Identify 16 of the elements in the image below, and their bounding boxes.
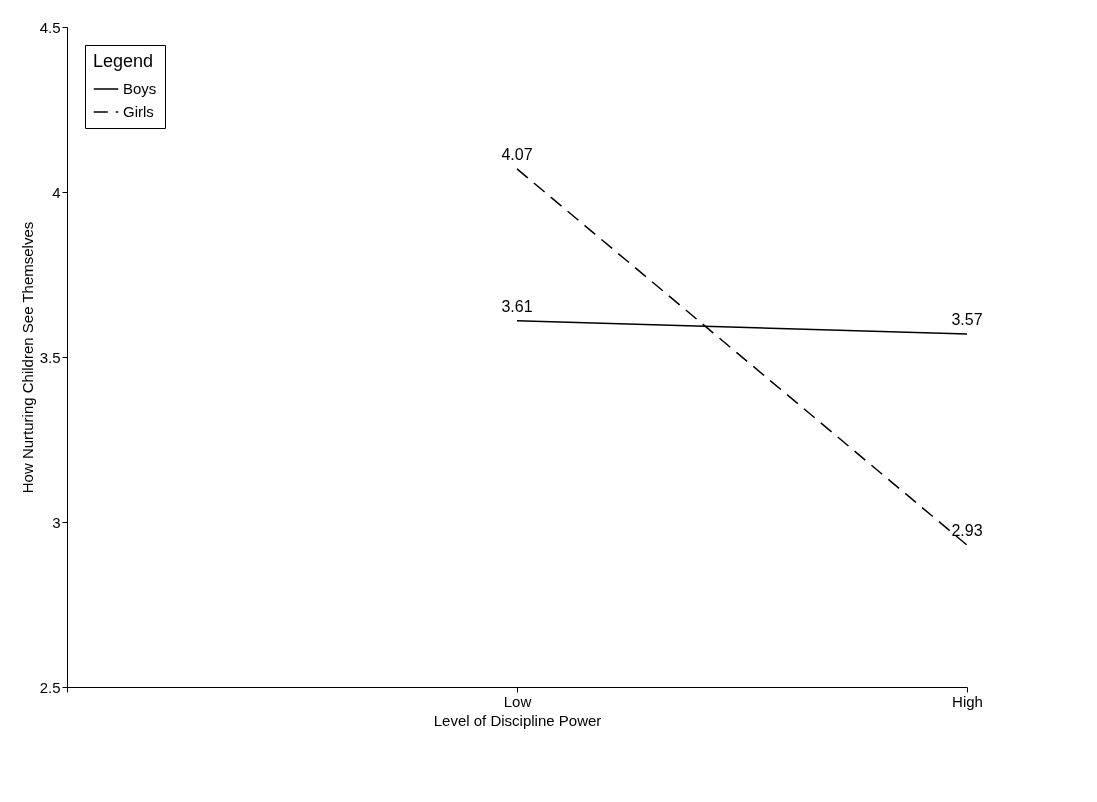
data-label: 2.93 [951, 522, 983, 540]
legend-label: Boys [123, 80, 157, 97]
y-tick-label: 3.5 [39, 348, 61, 366]
data-label: 4.07 [501, 145, 533, 163]
legend-label: Girls [123, 103, 154, 120]
y-tick-label: 3 [52, 513, 61, 531]
x-tick-label: High [952, 692, 983, 710]
x-tick-label: Low [503, 692, 532, 710]
data-label: 3.57 [951, 310, 983, 328]
legend-title: Legend [93, 51, 154, 71]
y-tick-label: 2.5 [39, 678, 61, 696]
data-label: 3.61 [501, 297, 533, 315]
y-tick-label: 4.5 [39, 18, 61, 36]
x-axis-title: Level of Discipline Power [433, 711, 602, 729]
y-axis-title: How Nurturing Children See Themselves [18, 221, 36, 494]
y-tick-label: 4 [52, 183, 61, 201]
